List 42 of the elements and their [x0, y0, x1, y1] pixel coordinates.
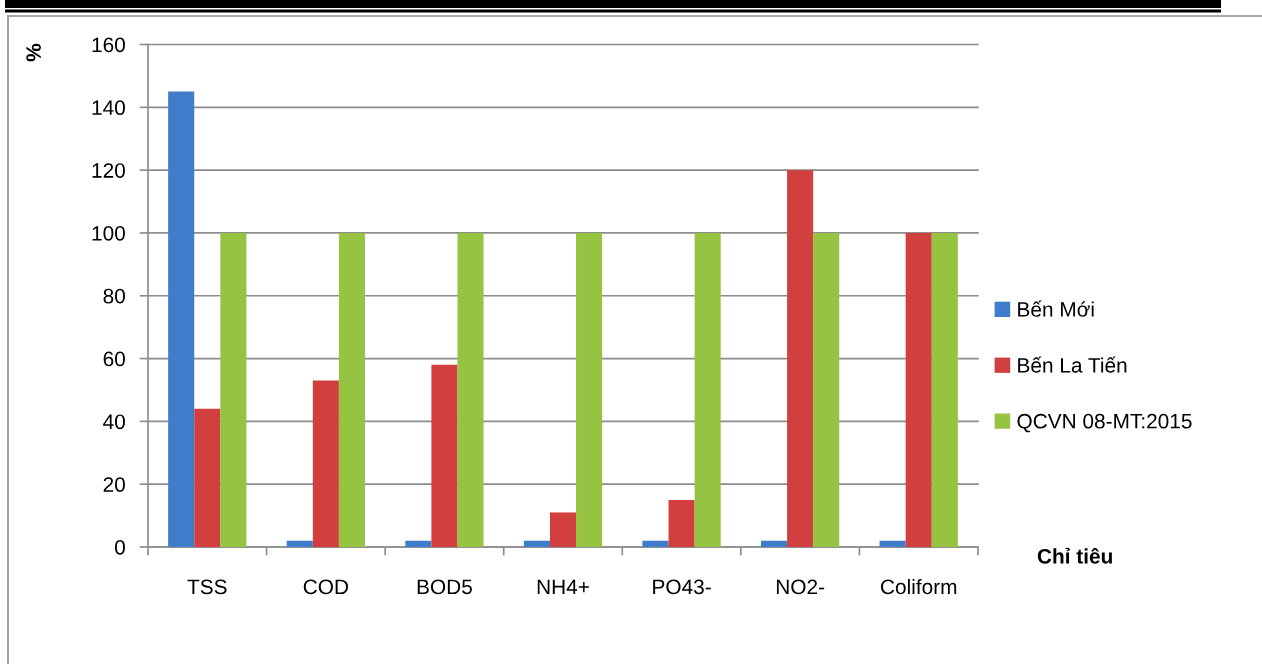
bar	[931, 232, 958, 547]
bar	[879, 540, 906, 547]
y-tick-label: 80	[103, 288, 125, 304]
x-tick-label: NH4+	[537, 579, 589, 595]
legend-label: Bến La Tiến	[1018, 356, 1127, 373]
legend-label: Bến Mới	[1018, 300, 1094, 317]
x-tick-label: TSS	[187, 579, 227, 595]
y-tick-label: 20	[103, 477, 125, 492]
x-tick-label: PO43-	[653, 579, 711, 595]
y-tick-label: 60	[103, 351, 125, 367]
y-tick-label: 40	[103, 414, 125, 430]
bar	[338, 232, 365, 547]
bar	[194, 408, 221, 547]
y-tick-label: 160	[92, 37, 125, 53]
bar	[431, 364, 458, 547]
bar	[168, 91, 195, 547]
bar	[813, 232, 840, 547]
bar	[642, 540, 669, 547]
bar	[694, 232, 721, 547]
bar	[457, 232, 484, 547]
bar	[286, 540, 313, 547]
bar	[576, 232, 603, 547]
legend-label: QCVN 08-MT:2015	[1017, 413, 1192, 433]
x-tick-label: Coliform	[881, 578, 957, 595]
x-axis-title: Chỉ tiêu	[1037, 547, 1112, 564]
bar	[668, 499, 695, 547]
x-tick-label: NO2-	[776, 579, 825, 595]
bar	[761, 540, 788, 547]
bar	[220, 232, 247, 547]
y-tick-label: 140	[92, 100, 125, 116]
y-tick-label: 120	[92, 163, 125, 178]
bar	[523, 540, 550, 547]
x-tick-label: COD	[303, 579, 349, 595]
bar	[312, 380, 339, 547]
bar	[405, 540, 432, 547]
y-tick-label: 100	[92, 225, 125, 241]
bar	[549, 512, 577, 547]
x-tick-label: BOD5	[417, 579, 472, 595]
bar	[905, 232, 932, 547]
bar	[787, 170, 814, 547]
y-axis-title: %	[26, 43, 41, 62]
y-tick-label: 0	[115, 540, 125, 555]
